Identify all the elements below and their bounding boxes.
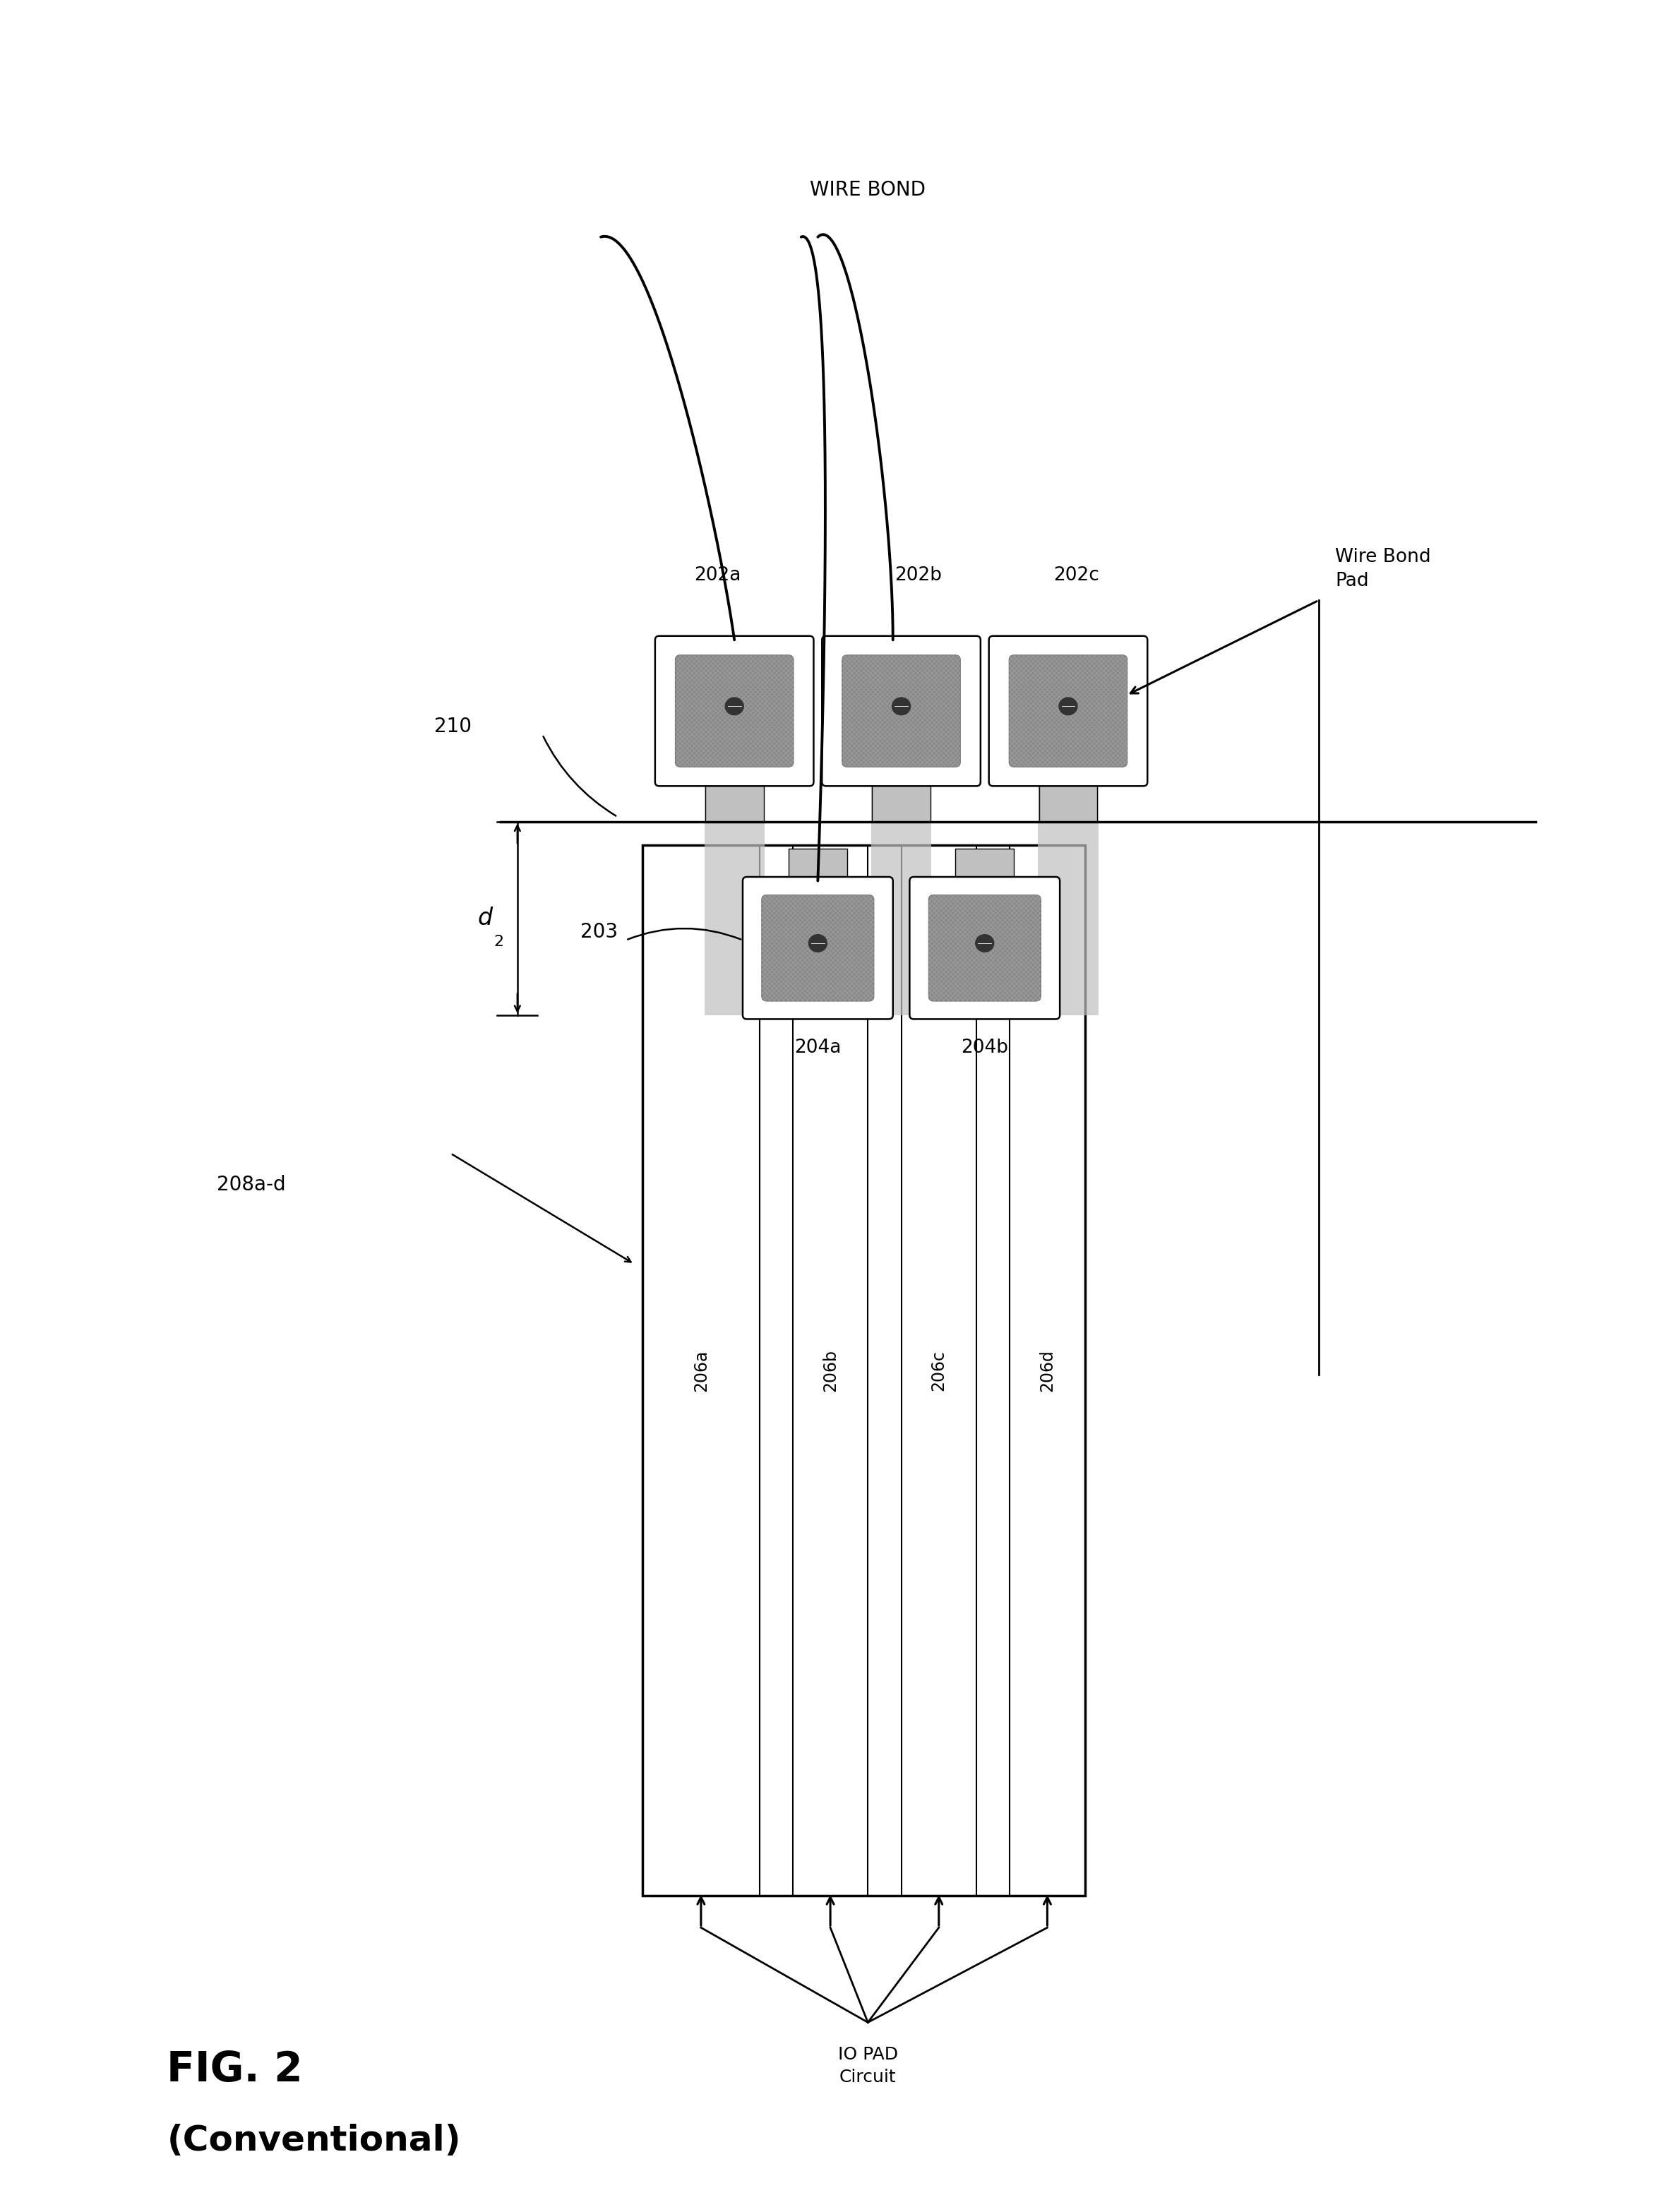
Bar — [955, 849, 1015, 1011]
Text: d: d — [477, 907, 492, 929]
FancyBboxPatch shape — [928, 896, 1041, 1002]
Text: 206d: 206d — [1038, 1349, 1056, 1391]
FancyBboxPatch shape — [910, 876, 1060, 1020]
Text: (Conventional): (Conventional) — [167, 2124, 461, 2159]
Text: FIG. 2: FIG. 2 — [167, 2051, 304, 2090]
Text: 203: 203 — [581, 922, 618, 942]
Bar — [704, 783, 764, 1015]
Text: 206b: 206b — [821, 1349, 840, 1391]
Bar — [1038, 776, 1098, 821]
Text: 206a: 206a — [693, 1349, 709, 1391]
Text: Wire Bond
Pad: Wire Bond Pad — [1335, 549, 1430, 591]
Bar — [1010, 845, 1085, 1896]
Bar — [706, 776, 764, 821]
Bar — [901, 845, 976, 1896]
FancyBboxPatch shape — [654, 637, 814, 785]
Text: 202c: 202c — [1053, 566, 1100, 584]
Text: 206c: 206c — [930, 1349, 948, 1391]
Text: 208a-d: 208a-d — [217, 1175, 285, 1194]
Bar — [788, 849, 846, 1011]
Circle shape — [809, 933, 828, 951]
FancyBboxPatch shape — [821, 637, 981, 785]
FancyBboxPatch shape — [676, 655, 793, 768]
FancyBboxPatch shape — [988, 637, 1148, 785]
Bar — [643, 845, 1085, 1896]
Text: 204b: 204b — [961, 1040, 1008, 1057]
Circle shape — [891, 697, 911, 714]
FancyBboxPatch shape — [1010, 655, 1127, 768]
Circle shape — [1060, 697, 1078, 714]
Circle shape — [975, 933, 993, 951]
Text: 204a: 204a — [794, 1040, 841, 1057]
Text: 2: 2 — [494, 936, 504, 949]
Text: IO PAD
Circuit: IO PAD Circuit — [838, 2046, 898, 2086]
Bar — [643, 845, 759, 1896]
FancyBboxPatch shape — [843, 655, 960, 768]
Bar — [1038, 783, 1098, 1015]
Text: 202b: 202b — [895, 566, 941, 584]
FancyBboxPatch shape — [761, 896, 875, 1002]
FancyBboxPatch shape — [743, 876, 893, 1020]
Bar — [871, 783, 931, 1015]
Text: 202a: 202a — [694, 566, 741, 584]
Text: 210: 210 — [434, 717, 471, 737]
Bar — [871, 776, 931, 821]
Circle shape — [726, 697, 744, 714]
Bar — [793, 845, 868, 1896]
Text: WIRE BOND: WIRE BOND — [809, 179, 926, 199]
